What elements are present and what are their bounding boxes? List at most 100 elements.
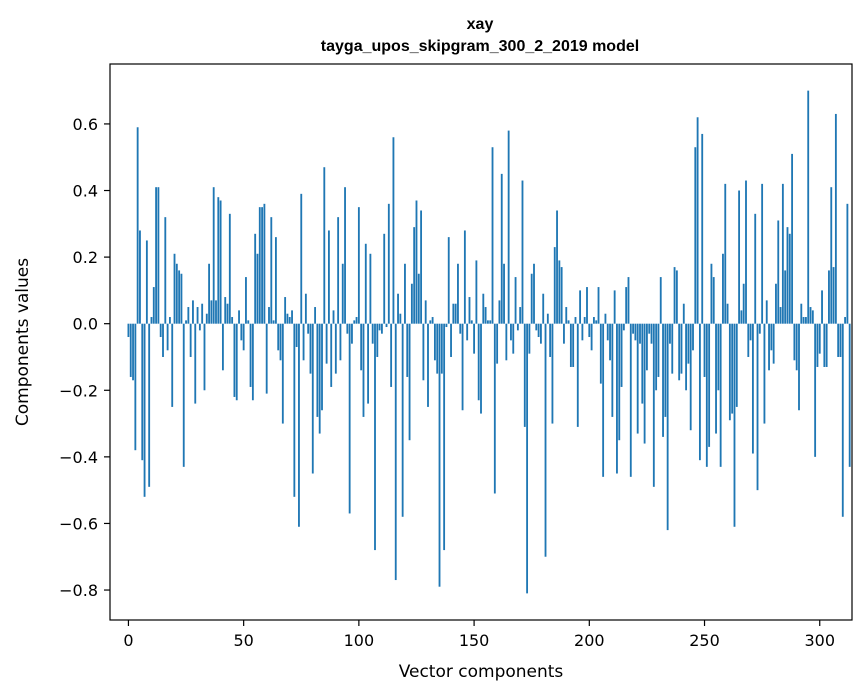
y-tick-label: 0.6 (73, 115, 98, 134)
bar (784, 270, 787, 324)
bar (685, 323, 688, 391)
bar (595, 320, 598, 324)
bar (521, 180, 524, 324)
bar (330, 323, 333, 387)
bar (219, 200, 222, 324)
bar (438, 323, 441, 587)
bar (761, 183, 764, 324)
bar (689, 323, 692, 431)
y-tick-label: −0.6 (59, 514, 98, 533)
bar (212, 187, 215, 324)
bar (235, 323, 238, 401)
x-tick-label: 250 (689, 631, 720, 650)
bar (445, 323, 448, 328)
bar (802, 317, 805, 324)
bar (231, 317, 234, 324)
bar (351, 323, 353, 344)
bar (291, 310, 293, 324)
bar (556, 210, 558, 324)
bar (300, 193, 303, 324)
bar (473, 323, 476, 354)
bar (563, 323, 565, 344)
bar (339, 323, 342, 361)
bar (641, 323, 644, 404)
bar (429, 320, 432, 324)
bar (659, 277, 662, 324)
bar (415, 200, 418, 324)
bar (198, 323, 201, 331)
bar (500, 173, 503, 324)
bar (846, 203, 849, 324)
bar (581, 323, 584, 341)
bar (574, 317, 577, 324)
bar (470, 320, 473, 324)
bar (650, 323, 653, 344)
bar (828, 270, 830, 324)
bar (489, 320, 492, 324)
bar (394, 323, 397, 581)
bar (459, 323, 462, 334)
y-axis-label: Components values (13, 258, 33, 426)
bar (816, 323, 819, 367)
bar (526, 323, 529, 594)
bar (477, 323, 480, 401)
bar (221, 323, 224, 371)
bar (263, 203, 266, 324)
bar (613, 290, 616, 324)
bar (272, 320, 275, 324)
bar (270, 217, 273, 324)
bar (482, 293, 485, 324)
bar (821, 290, 823, 324)
bar (175, 263, 178, 324)
bar (173, 253, 176, 324)
bar (751, 323, 754, 454)
bar (397, 293, 399, 324)
bar (367, 323, 370, 404)
bar (148, 323, 151, 487)
bar (251, 323, 254, 401)
bar (823, 323, 826, 367)
bar (639, 323, 641, 344)
bar (309, 323, 312, 374)
bar (671, 323, 674, 374)
bar (192, 300, 194, 324)
bar (793, 323, 796, 361)
bar (242, 323, 245, 351)
bar (830, 187, 833, 324)
bar (454, 303, 457, 324)
bar (346, 323, 349, 334)
bar (461, 323, 464, 411)
bar (507, 130, 510, 324)
bar (788, 233, 791, 324)
bar (332, 310, 335, 324)
bar (480, 323, 482, 414)
bar (150, 317, 153, 324)
chart-title: xay (467, 16, 494, 33)
bar (754, 213, 757, 324)
bar (652, 323, 655, 487)
bar (715, 323, 717, 434)
bar (399, 313, 402, 324)
bar (413, 227, 416, 324)
bar (302, 323, 305, 361)
bar (316, 323, 319, 417)
bar (185, 320, 187, 324)
bar (457, 263, 459, 324)
bar (807, 90, 810, 324)
bar (616, 323, 618, 474)
bar (496, 323, 499, 364)
chart-subtitle: tayga_upos_skipgram_300_2_2019 model (321, 38, 639, 55)
bar (625, 287, 628, 324)
bar (738, 190, 741, 324)
bar (390, 323, 393, 387)
bar (369, 253, 372, 324)
bar (491, 147, 494, 324)
bar (542, 293, 545, 324)
x-tick-label: 50 (233, 631, 253, 650)
y-tick-label: 0.0 (73, 315, 98, 334)
bar (696, 117, 699, 324)
bar (779, 307, 782, 324)
bars-group (127, 90, 851, 594)
bar (353, 320, 356, 324)
bar (588, 323, 591, 338)
